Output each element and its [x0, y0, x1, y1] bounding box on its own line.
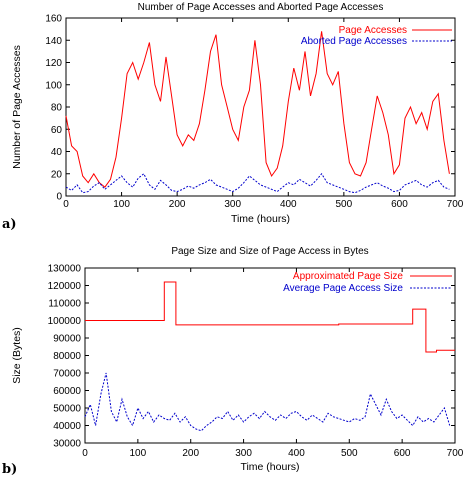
y-tick-label: 160	[45, 14, 62, 25]
y-tick-label: 90000	[53, 334, 81, 345]
y-tick-label: 80000	[53, 351, 81, 362]
y-tick-label: 40	[51, 147, 63, 158]
y-tick-label: 100	[45, 80, 62, 91]
x-tick-label: 700	[447, 448, 464, 459]
legend-entry: Approximated Page Size	[293, 271, 404, 282]
y-tick-label: 120000	[48, 281, 82, 292]
x-axis-label: Time (hours)	[231, 213, 290, 225]
chart-title: Page Size and Size of Page Access in Byt…	[171, 246, 368, 257]
chart-title: Number of Page Accesses and Aborted Page…	[138, 2, 384, 13]
series-line-primary	[66, 31, 449, 187]
x-tick-label: 100	[113, 199, 130, 210]
x-tick-label: 400	[280, 199, 297, 210]
legend-entry: Aborted Page Accesses	[301, 36, 407, 47]
x-tick-label: 300	[235, 448, 252, 459]
y-tick-label: 50000	[53, 404, 81, 415]
y-tick-label: 80	[51, 103, 63, 114]
y-tick-label: 30000	[53, 439, 81, 450]
x-tick-label: 300	[224, 199, 241, 210]
y-tick-label: 140	[45, 36, 62, 47]
x-tick-label: 0	[82, 448, 88, 459]
y-tick-label: 100000	[48, 316, 82, 327]
y-axis-label: Number of Page Accesses	[11, 45, 23, 169]
legend-entry: Page Accesses	[339, 25, 407, 36]
y-tick-label: 40000	[53, 421, 81, 432]
x-tick-label: 700	[447, 199, 464, 210]
x-tick-label: 200	[182, 448, 199, 459]
x-axis-label: Time (hours)	[240, 461, 299, 473]
x-tick-label: 500	[336, 199, 353, 210]
y-tick-label: 0	[56, 192, 62, 203]
y-tick-label: 60	[51, 125, 63, 136]
series-line-secondary	[66, 174, 449, 193]
x-tick-label: 600	[391, 199, 408, 210]
x-tick-label: 100	[130, 448, 147, 459]
panel-label: a)	[2, 217, 17, 232]
x-tick-label: 200	[169, 199, 186, 210]
x-tick-label: 400	[288, 448, 305, 459]
y-tick-label: 110000	[48, 299, 81, 310]
series-line-secondary	[85, 373, 450, 431]
y-tick-label: 60000	[53, 386, 81, 397]
panel-label: b)	[2, 462, 17, 477]
y-tick-label: 120	[45, 58, 62, 69]
y-axis-label: Size (Bytes)	[11, 327, 23, 384]
x-tick-label: 600	[394, 448, 411, 459]
x-tick-label: 500	[341, 448, 358, 459]
chart-panel-b	[85, 268, 455, 443]
y-tick-label: 70000	[53, 369, 81, 380]
x-tick-label: 0	[63, 199, 69, 210]
y-tick-label: 130000	[48, 264, 82, 275]
legend-entry: Average Page Access Size	[283, 283, 403, 294]
y-tick-label: 20	[51, 169, 63, 180]
